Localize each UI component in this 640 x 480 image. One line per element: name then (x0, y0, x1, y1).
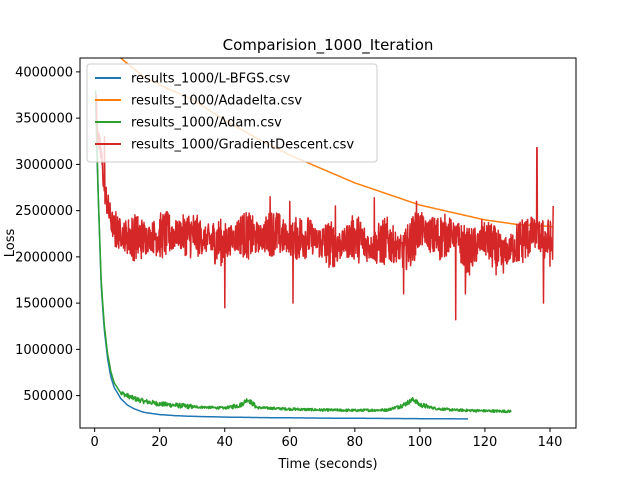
legend-label: results_1000/Adadelta.csv (131, 94, 302, 109)
y-tick-label: 1000000 (15, 343, 73, 358)
x-axis: 0 20 40 60 80 100 120 140 (90, 428, 562, 450)
y-axis: 500000 1000000 1500000 2000000 2500000 300000… (15, 65, 80, 404)
legend-label: results_1000/L-BFGS.csv (131, 72, 291, 87)
y-tick-label: 2000000 (15, 250, 73, 265)
chart-title: Comparision_1000_Iteration (223, 36, 434, 55)
legend-label: results_1000/GradientDescent.csv (131, 138, 354, 153)
x-tick-label: 140 (538, 435, 563, 450)
x-tick-label: 120 (473, 435, 498, 450)
series-line-2 (94, 90, 512, 414)
y-tick-label: 4000000 (15, 65, 73, 80)
x-tick-label: 80 (347, 435, 364, 450)
legend: results_1000/L-BFGS.csv results_1000/Adad… (86, 63, 378, 163)
y-tick-label: 3500000 (15, 112, 73, 127)
x-tick-label: 60 (282, 435, 299, 450)
x-tick-label: 40 (216, 435, 233, 450)
legend-label: results_1000/Adam.csv (131, 116, 282, 131)
y-tick-label: 3000000 (15, 158, 73, 173)
x-axis-title: Time (seconds) (277, 457, 377, 472)
x-tick-label: 20 (151, 435, 168, 450)
y-tick-label: 500000 (23, 389, 73, 404)
plot-frame (79, 57, 577, 429)
series-line-0 (94, 99, 468, 420)
x-tick-label: 100 (407, 435, 432, 450)
legend-box (86, 63, 378, 163)
series-line-3 (95, 94, 554, 321)
y-tick-label: 2500000 (15, 204, 73, 219)
y-tick-label: 1500000 (15, 297, 73, 312)
y-axis-title: Loss (3, 229, 18, 258)
x-tick-label: 0 (90, 435, 98, 450)
